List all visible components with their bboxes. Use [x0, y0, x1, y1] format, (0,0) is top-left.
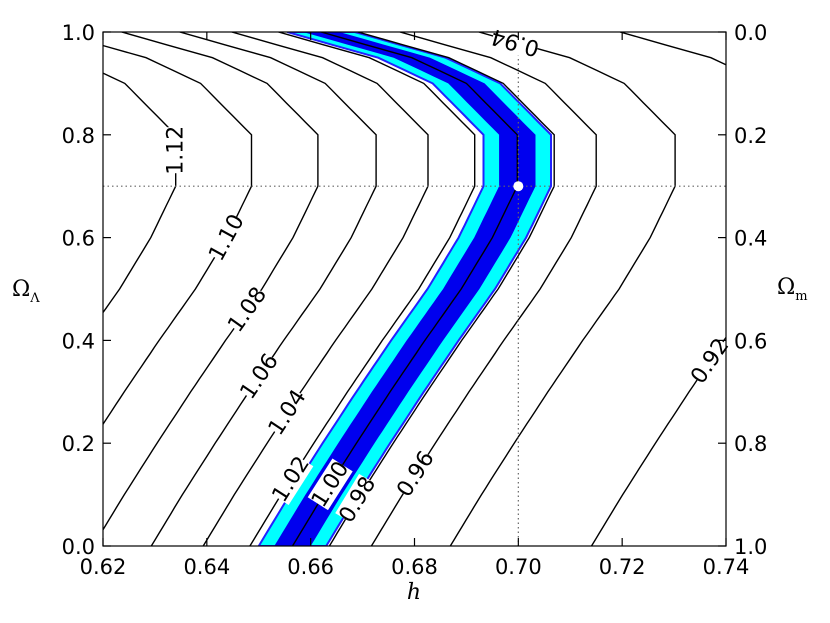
contour-line: [103, 72, 177, 314]
contour-label: 1.04: [264, 385, 312, 440]
axis-ticks: 0.62 0.64 0.66 0.68 0.70 0.72 0.74 0.0 0.2 0.4 0.6…: [62, 21, 768, 579]
x-axis-label: h: [407, 580, 421, 605]
contour-label: 0.96: [392, 447, 439, 502]
contour-label-bg: [224, 283, 271, 336]
y-axis-label-left: ΩΛ: [12, 277, 40, 306]
contour-line: [291, 32, 518, 546]
y-tick-label-left: 0.2: [62, 432, 95, 456]
contour-label-bg: [489, 24, 541, 61]
x-tick-label: 0.74: [703, 555, 750, 579]
y-tick-label-left: 0.0: [62, 535, 95, 559]
contour-label-bg: [264, 386, 310, 439]
contour-label: 1.08: [223, 283, 272, 337]
y-tick-label-left: 0.8: [62, 124, 95, 148]
contour-line: [150, 32, 377, 546]
contour-label-bg: [687, 335, 733, 387]
confidence-band-outer: [257, 32, 552, 546]
x-tick-label: 0.66: [287, 555, 334, 579]
contour-label-bg: [335, 473, 380, 526]
x-tick-label: 0.70: [495, 555, 542, 579]
contour-label-bg: [205, 211, 249, 264]
contour-label: 0.94: [488, 23, 542, 60]
y-tick-label-left: 0.6: [62, 227, 95, 251]
confidence-bands: [257, 32, 552, 546]
contour-line: [103, 44, 253, 426]
reference-lines: [103, 32, 726, 546]
y-tick-label-right: 0.2: [734, 124, 767, 148]
y-tick-label-right: 0.0: [734, 21, 767, 45]
x-tick-label: 0.64: [183, 555, 230, 579]
contour-line: [449, 32, 676, 546]
y-tick-label-right: 0.6: [734, 329, 767, 353]
contour-label: 0.92: [686, 334, 734, 389]
contour-label-bg: [307, 458, 353, 511]
contour-label-bg: [236, 350, 283, 403]
x-tick-label: 0.72: [599, 555, 646, 579]
reference-point: [513, 181, 524, 192]
contour-label-bg: [268, 453, 314, 506]
x-tick-label: 0.62: [80, 555, 127, 579]
contour-line: [202, 32, 429, 546]
contour-label-bg: [163, 127, 188, 174]
x-tick-label: 0.68: [391, 555, 438, 579]
y-tick-label-right: 1.0: [734, 535, 767, 559]
contour-line: [103, 32, 319, 531]
contour-label: 1.10: [204, 210, 249, 265]
y-tick-label-left: 1.0: [62, 21, 95, 45]
y-axis-label-right: Ωm: [777, 275, 808, 304]
contour-label: 1.06: [236, 349, 284, 404]
y-tick-label-left: 0.4: [62, 329, 95, 353]
contour-label: 1.12: [164, 126, 189, 175]
contour-line: [328, 32, 555, 546]
y-tick-label-right: 0.8: [734, 432, 767, 456]
contour-label-bg: [393, 448, 439, 500]
y-tick-label-right: 0.4: [734, 227, 767, 251]
contour-line: [590, 32, 726, 546]
